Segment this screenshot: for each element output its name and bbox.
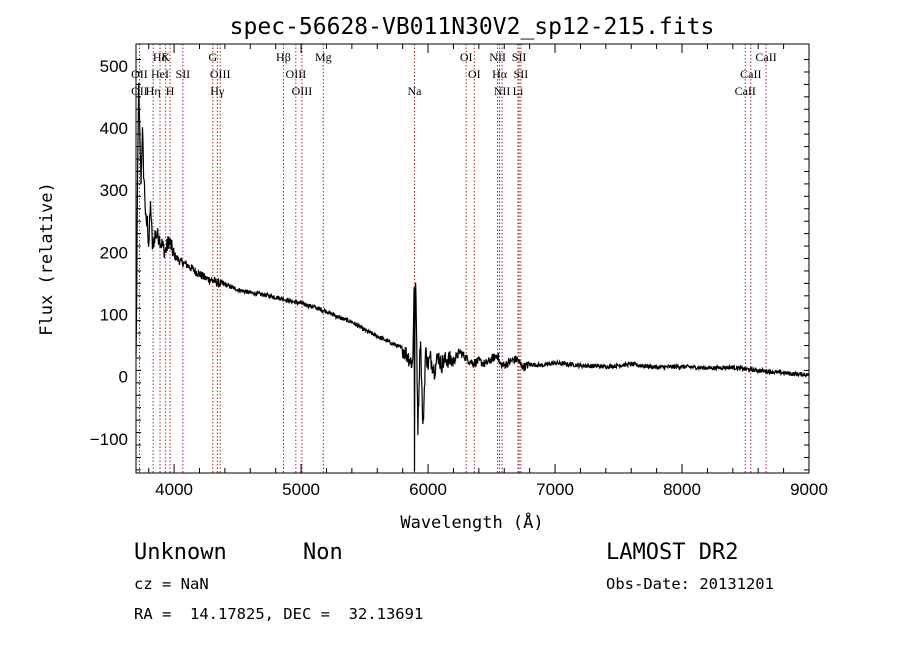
line-label: Hγ: [210, 84, 225, 98]
line-label: CaII: [755, 50, 776, 64]
x-tick-label: 9000: [790, 480, 828, 499]
line-label: Hη: [146, 84, 161, 98]
line-label: HeI: [151, 67, 169, 81]
y-tick-label: 0: [119, 368, 128, 387]
line-label: NII: [489, 50, 506, 64]
line-label: G: [208, 50, 217, 64]
line-label: Mg: [315, 50, 332, 64]
y-tick-label: 100: [100, 305, 128, 324]
y-axis-label: Flux (relative): [37, 182, 57, 336]
obs-date-text: Obs-Date: 20131201: [606, 575, 774, 593]
spectral-line-markers: HδOIIOIIHeIHηKSIIHGOIIIHγHβOIIIOIIIMgNaO…: [131, 44, 777, 473]
y-tick-label: 500: [100, 57, 128, 76]
line-label: Na: [407, 84, 422, 98]
y-tick-label: −100: [90, 430, 128, 449]
chart-title: spec-56628-VB011N30V2_sp12-215.fits: [230, 14, 715, 40]
line-label: OIII: [292, 84, 313, 98]
line-label: NII: [494, 84, 511, 98]
x-axis-label: Wavelength (Å): [400, 511, 543, 533]
x-tick-label: 8000: [663, 480, 701, 499]
x-axis: 4000 5000 6000 7000 8000 9000: [148, 44, 828, 499]
object-class: Unknown: [134, 540, 227, 565]
line-label: K: [161, 50, 170, 64]
y-tick-label: 200: [100, 243, 128, 262]
line-label: SII: [176, 67, 191, 81]
x-tick-label: 6000: [409, 480, 447, 499]
y-tick-label: 400: [100, 119, 128, 138]
survey-name: LAMOST DR2: [606, 540, 738, 565]
line-label: CaII: [735, 84, 756, 98]
line-label: OII: [131, 67, 148, 81]
line-label: OI: [460, 50, 473, 64]
line-label: Hα: [492, 67, 508, 81]
line-label: SII: [514, 67, 529, 81]
line-label: OI: [468, 67, 481, 81]
line-label: CaII: [740, 67, 761, 81]
line-label: Hδ: [153, 50, 168, 64]
line-label: OIII: [210, 67, 231, 81]
y-axis: −100 0 100 200 300 400 500: [90, 57, 809, 471]
object-subclass: Non: [303, 540, 343, 565]
line-label: Li: [513, 84, 524, 98]
redshift-text: cz = NaN: [134, 575, 209, 593]
line-label: SII: [512, 50, 527, 64]
line-label: H: [166, 84, 175, 98]
x-tick-label: 5000: [282, 480, 320, 499]
y-tick-label: 300: [100, 181, 128, 200]
coordinates-text: RA = 14.17825, DEC = 32.13691: [134, 605, 423, 623]
spectrum-line: [135, 82, 810, 472]
line-label: OIII: [286, 67, 307, 81]
x-tick-label: 4000: [155, 480, 193, 499]
x-tick-label: 7000: [536, 480, 574, 499]
plot-frame: [135, 43, 810, 474]
line-label: Hβ: [276, 50, 291, 64]
